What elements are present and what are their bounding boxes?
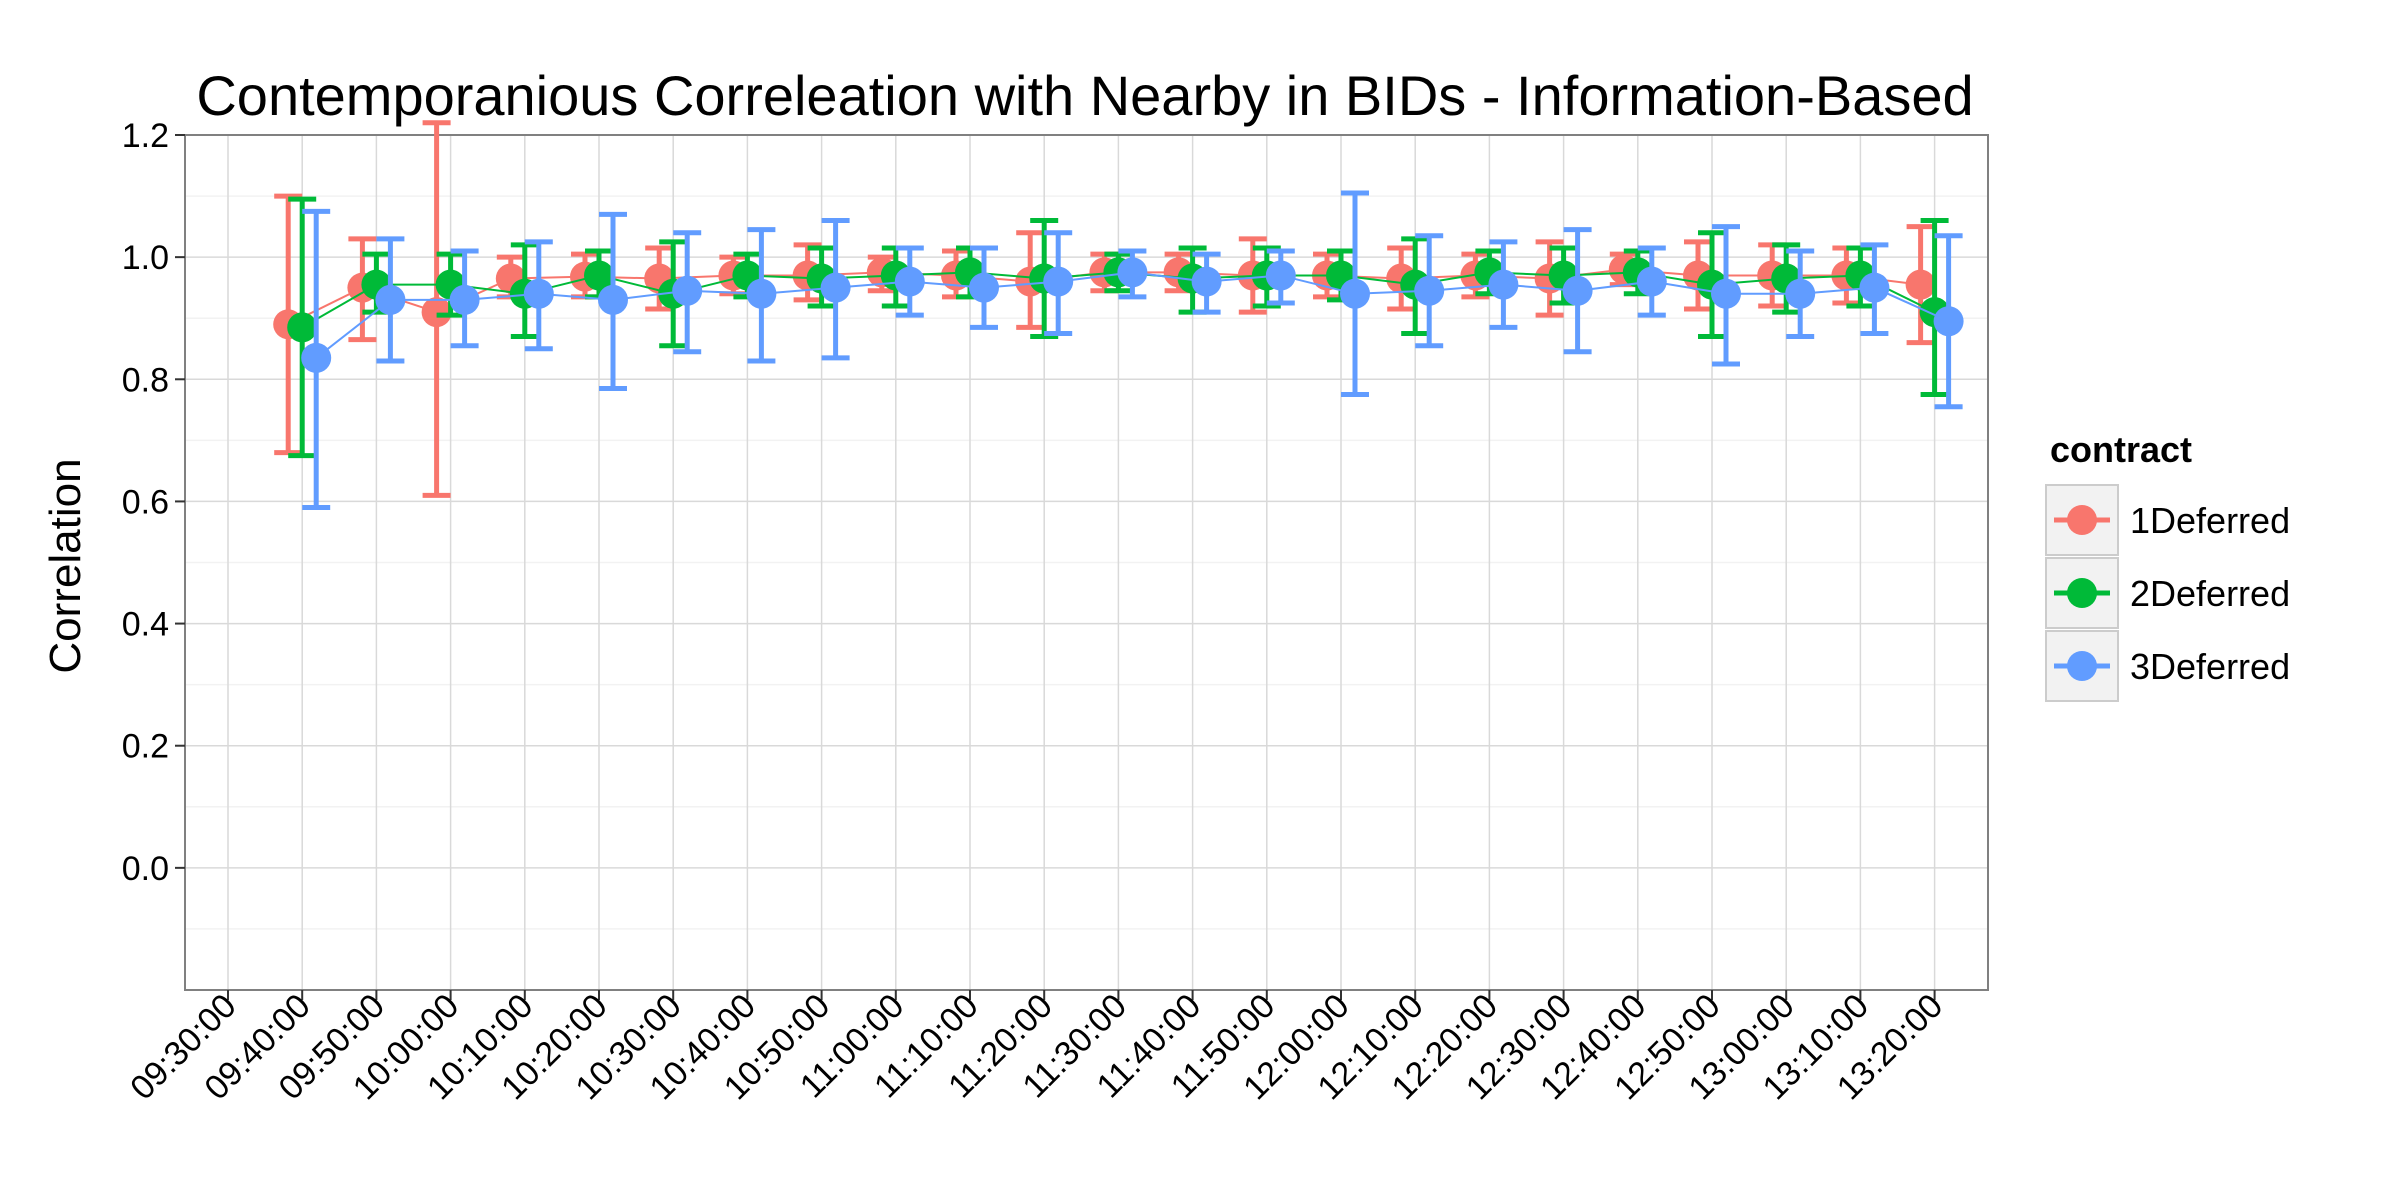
y-tick-label: 1.2 <box>122 117 169 155</box>
data-point <box>449 284 480 315</box>
y-tick-label: 0.4 <box>122 606 169 644</box>
chart-title: Contemporanious Correleation with Nearby… <box>196 64 1973 127</box>
data-point <box>1043 266 1074 297</box>
legend-key-point <box>2067 578 2097 608</box>
data-point <box>1265 260 1296 291</box>
data-point <box>1785 278 1816 309</box>
legend-label: 2Deferred <box>2130 573 2290 614</box>
data-point <box>1905 269 1936 300</box>
data-point <box>1859 272 1890 303</box>
data-point <box>1636 266 1667 297</box>
data-point <box>1191 266 1222 297</box>
data-point <box>672 275 703 306</box>
legend-key-point <box>2067 505 2097 535</box>
y-axis-title: Correlation <box>41 458 90 673</box>
legend-label: 1Deferred <box>2130 500 2290 541</box>
legend-title: contract <box>2050 429 2192 470</box>
data-point <box>523 278 554 309</box>
data-point <box>287 312 318 343</box>
data-point <box>375 284 406 315</box>
data-point <box>1711 278 1741 309</box>
data-point <box>820 272 851 303</box>
plot-border <box>184 134 1989 991</box>
data-point <box>1414 275 1445 306</box>
legend: contract 1Deferred 2Deferred 3Deferred <box>2045 429 2290 702</box>
y-tick-label: 0.6 <box>122 483 169 521</box>
series-3Deferred <box>301 190 1964 511</box>
data-point <box>969 272 999 303</box>
data-point <box>301 342 332 373</box>
plot-area: 0.00.20.40.60.81.01.209:30:0009:40:0009:… <box>122 117 1989 1107</box>
data-point <box>598 284 628 315</box>
data-point <box>1562 275 1593 306</box>
data-point <box>1117 257 1148 288</box>
y-tick-label: 1.0 <box>122 239 169 277</box>
legend-label: 3Deferred <box>2130 646 2290 687</box>
data-point <box>894 266 925 297</box>
y-tick-label: 0.0 <box>122 850 169 888</box>
data-point <box>746 278 777 309</box>
data-point <box>584 260 614 291</box>
data-point <box>1933 306 1964 337</box>
y-tick-label: 0.8 <box>122 361 169 399</box>
data-point <box>1340 278 1370 309</box>
data-point <box>421 297 452 328</box>
legend-key-point <box>2067 651 2097 681</box>
data-point <box>1488 269 1519 300</box>
y-tick-label: 0.2 <box>122 728 169 766</box>
